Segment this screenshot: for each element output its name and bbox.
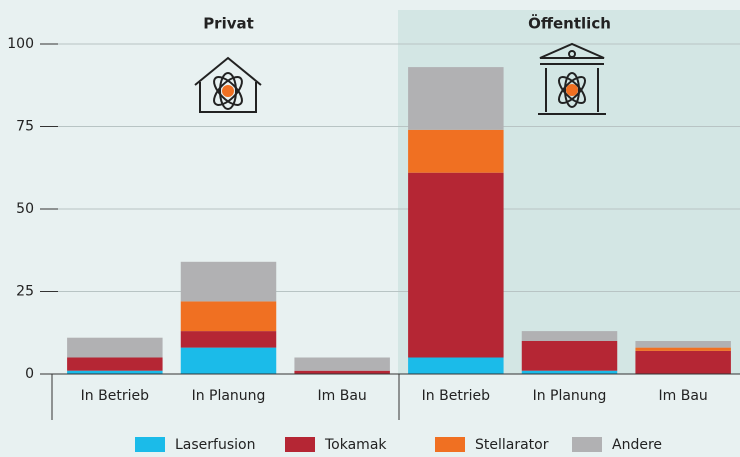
bar-segment: [180, 331, 277, 348]
legend-swatch: [135, 437, 165, 452]
x-tick-label: In Planung: [192, 388, 266, 404]
group-label: Öffentlich: [528, 14, 611, 33]
bar-segment: [521, 331, 618, 341]
legend-swatch: [572, 437, 602, 452]
icon-public: [538, 42, 606, 115]
bar-segment: [294, 357, 390, 371]
bar-segment: [180, 261, 277, 302]
y-tick-label: 100: [7, 36, 34, 52]
legend-swatch: [435, 437, 465, 452]
bar-segment: [180, 347, 277, 374]
bar-segment: [408, 129, 504, 173]
bar-segment: [521, 341, 618, 371]
bar-segment: [408, 357, 504, 374]
bar-segment: [408, 67, 504, 130]
x-tick-label: In Betrieb: [422, 388, 490, 404]
bar-segment: [408, 172, 504, 358]
legend-label: Tokamak: [324, 437, 387, 453]
bar-segment: [635, 341, 731, 348]
y-tick-label: 0: [25, 366, 34, 382]
bar-segment: [67, 337, 163, 358]
bar-segment: [635, 347, 731, 351]
y-tick-label: 50: [16, 201, 34, 217]
bar-segment: [67, 357, 163, 371]
x-tick-label: In Betrieb: [81, 388, 149, 404]
group-label: Privat: [203, 15, 254, 33]
x-tick-label: In Planung: [533, 388, 607, 404]
bar-segment: [635, 350, 731, 374]
legend-label: Andere: [612, 437, 662, 453]
x-tick-label: Im Bau: [318, 388, 367, 404]
bar-segment: [521, 370, 618, 374]
legend-label: Laserfusion: [175, 437, 255, 453]
y-tick-label: 25: [16, 284, 34, 300]
icon-private: [194, 56, 262, 113]
y-tick-label: 75: [16, 119, 34, 135]
bar-segment: [67, 370, 163, 374]
legend-swatch: [285, 437, 315, 452]
bar-segment: [294, 370, 390, 374]
bar-segment: [180, 301, 277, 332]
legend-label: Stellarator: [475, 437, 549, 453]
x-tick-label: Im Bau: [659, 388, 708, 404]
